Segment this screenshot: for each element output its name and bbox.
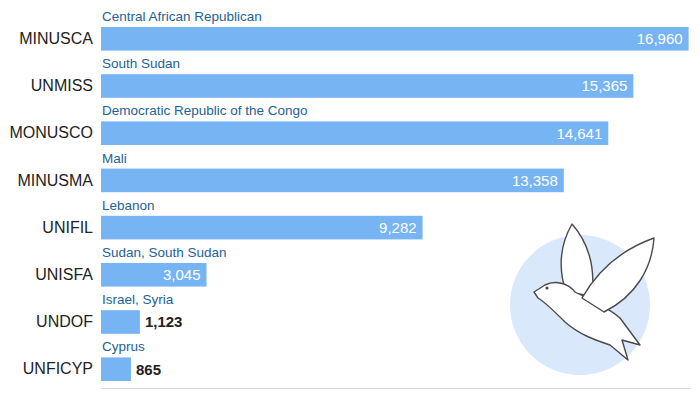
x-axis [102,388,691,389]
y-tick: MINUSCA [19,30,93,47]
data-label: 1,123 [145,313,183,330]
bar [101,121,608,145]
region-label: Mali [102,151,127,166]
region-label: Democratic Republic of the Congo [102,103,308,118]
data-label: 14,641 [556,125,602,142]
data-label: 9,282 [379,219,417,236]
dove [582,238,654,312]
category-label: UNMISS [31,77,93,94]
data-label: 3,045 [163,266,201,283]
category-label: UNISFA [35,266,93,283]
category-label: UNDOF [36,313,93,330]
bar [101,169,564,193]
category-label: MINUSCA [19,30,93,47]
labels: Central African Republican South Sudan Dem… [102,9,683,378]
data-label: 13,358 [512,172,558,189]
data-label: 16,960 [637,30,683,47]
bar [101,357,131,381]
chart: MINUSCA UNMISS MONUSCO MINUSMA UNIFIL UNISFA U… [0,0,700,394]
bar [101,263,207,287]
region-label: Israel, Syria [102,292,174,307]
dove-eye [545,286,548,289]
y-tick: MONUSCO [9,124,93,141]
region-label: Central African Republican [102,9,262,24]
bar [101,74,633,98]
x-axis-line [102,388,691,389]
dove-decoration [510,224,654,375]
y-tick: UNDOF [36,313,93,330]
category-label: UNFICYP [23,360,93,377]
category-label: UNIFIL [42,219,93,236]
region-label: Lebanon [102,198,155,213]
y-tick: UNISFA [35,266,93,283]
region-label: South Sudan [102,56,180,71]
y-tick: MINUSMA [17,172,93,189]
data-label: 15,365 [581,77,627,94]
bar [101,27,689,51]
bar [101,310,140,334]
y-axis: MINUSCA UNMISS MONUSCO MINUSMA UNIFIL UNISFA U… [9,30,93,377]
region-label: Sudan, South Sudan [102,245,227,260]
y-tick: UNFICYP [23,360,93,377]
region-label: Cyprus [102,339,145,354]
data-label: 865 [136,361,161,378]
category-label: MINUSMA [17,172,93,189]
category-label: MONUSCO [9,124,93,141]
y-tick: UNIFIL [42,219,93,236]
bar [101,216,423,240]
y-tick: UNMISS [31,77,93,94]
bars [101,27,689,381]
